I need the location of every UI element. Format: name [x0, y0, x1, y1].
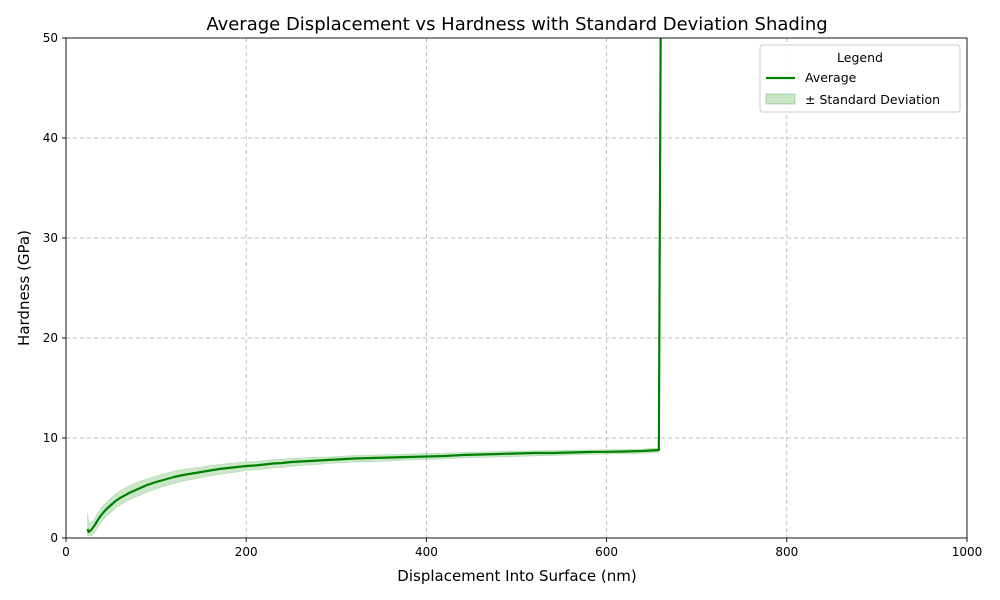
x-tick-label: 600: [595, 545, 618, 559]
y-tick-label: 30: [43, 231, 58, 245]
chart-title: Average Displacement vs Hardness with St…: [206, 14, 827, 35]
legend-std-swatch: [765, 93, 796, 105]
x-axis-label: Displacement Into Surface (nm): [397, 567, 636, 585]
std-band-layer: [87, 447, 660, 537]
x-tick-label: 0: [62, 545, 70, 559]
average-line: [86, 37, 662, 534]
average-line-layer: [86, 37, 662, 534]
y-tick-label: 40: [43, 131, 58, 145]
y-axis-label: Hardness (GPa): [15, 230, 33, 346]
legend-title: Legend: [837, 50, 883, 65]
legend: Legend Average ± Standard Deviation: [759, 44, 961, 113]
x-tick-label: 1000: [952, 545, 983, 559]
grid-lines: [66, 38, 967, 538]
std-deviation-band: [87, 447, 660, 537]
x-tick-label: 400: [415, 545, 438, 559]
y-tick-label: 20: [43, 331, 58, 345]
x-axis-ticks: 0 200 400 600 800 1000: [62, 538, 982, 559]
x-tick-label: 200: [235, 545, 258, 559]
legend-average-label: Average: [805, 70, 857, 85]
x-tick-label: 800: [775, 545, 798, 559]
y-axis-ticks: 0 10 20 30 40 50: [43, 31, 66, 545]
legend-box: [759, 44, 961, 113]
y-tick-label: 10: [43, 431, 58, 445]
y-tick-label: 0: [50, 531, 58, 545]
plot-frame: [65, 37, 968, 539]
y-tick-label: 50: [43, 31, 58, 45]
legend-std-label: ± Standard Deviation: [805, 92, 940, 107]
